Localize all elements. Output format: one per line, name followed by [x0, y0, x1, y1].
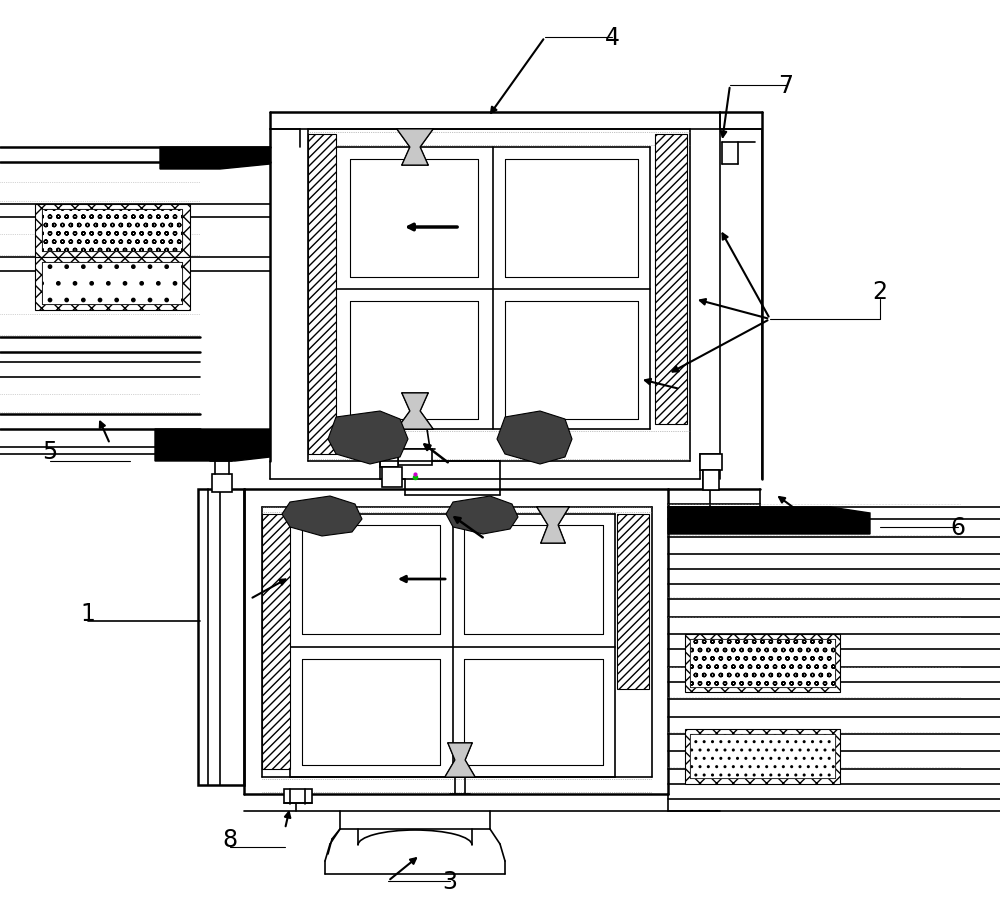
Polygon shape	[497, 412, 572, 465]
Bar	[690, 734, 835, 778]
Bar	[212, 475, 232, 493]
Polygon shape	[328, 412, 408, 465]
Polygon shape	[446, 496, 518, 535]
Bar	[308, 135, 336, 455]
Bar	[690, 734, 835, 778]
Text: 6: 6	[950, 516, 966, 539]
Bar	[700, 455, 720, 470]
Bar	[42, 262, 182, 304]
Text: 1: 1	[81, 601, 95, 625]
Bar	[690, 640, 835, 687]
Bar	[398, 449, 432, 466]
Bar	[42, 210, 182, 251]
Bar	[380, 449, 398, 467]
Bar	[35, 205, 190, 258]
Bar	[382, 467, 402, 487]
Text: 2: 2	[872, 280, 888, 303]
Bar	[655, 135, 687, 425]
Bar	[685, 634, 840, 692]
Bar	[690, 640, 835, 687]
Polygon shape	[397, 394, 433, 429]
Polygon shape	[668, 507, 870, 535]
Text: 5: 5	[42, 439, 58, 464]
Text: 3: 3	[443, 869, 458, 893]
Bar	[700, 455, 722, 470]
Polygon shape	[155, 429, 270, 462]
Bar	[617, 515, 649, 690]
Bar	[703, 470, 719, 490]
Bar	[262, 515, 290, 769]
Text: 7: 7	[778, 74, 794, 97]
Bar	[42, 210, 182, 251]
Polygon shape	[445, 743, 475, 777]
Text: 8: 8	[222, 827, 238, 851]
Text: 4: 4	[604, 26, 620, 50]
Bar	[198, 489, 244, 785]
Bar	[685, 729, 840, 784]
Bar	[42, 262, 182, 304]
Polygon shape	[537, 507, 569, 543]
Bar	[35, 258, 190, 311]
Polygon shape	[160, 148, 270, 169]
Bar	[284, 789, 312, 804]
Polygon shape	[397, 130, 433, 166]
Bar	[703, 470, 717, 488]
Polygon shape	[282, 496, 362, 537]
